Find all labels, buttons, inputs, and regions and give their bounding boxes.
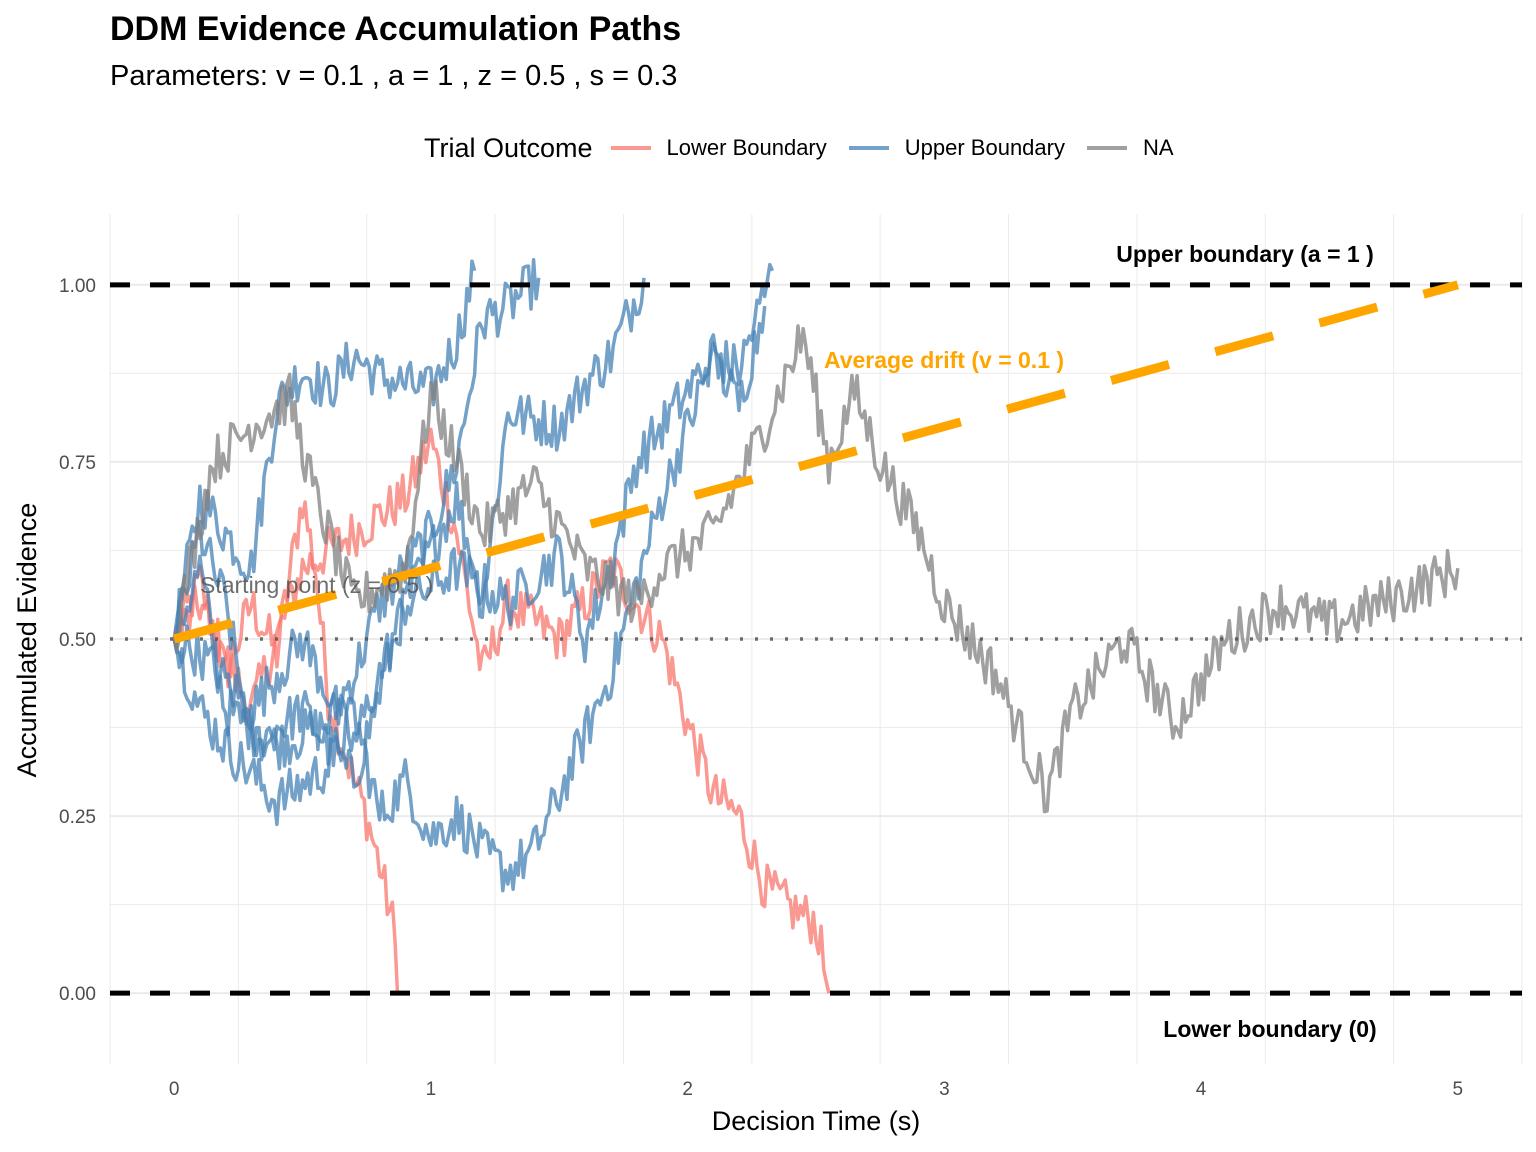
legend-key-lower-boundary — [610, 146, 651, 150]
x-tick-label: 3 — [939, 1079, 950, 1100]
series-line-na — [172, 324, 1460, 814]
x-axis-title: Decision Time (s) — [712, 1106, 921, 1136]
annotation-upper-boundary: Upper boundary (a = 1 ) — [1116, 241, 1374, 267]
series-line-upper-boundary — [172, 277, 646, 789]
series-line-upper-boundary — [172, 262, 775, 893]
x-tick-label: 4 — [1196, 1079, 1207, 1100]
x-tick-label: 5 — [1453, 1079, 1464, 1100]
x-tick-label: 0 — [169, 1079, 180, 1100]
legend-key-upper-boundary — [848, 146, 889, 150]
y-tick-label: 0.75 — [59, 453, 96, 474]
series-layer — [172, 257, 1460, 996]
legend-label-lower-boundary: Lower Boundary — [666, 135, 827, 160]
legend-key-na — [1086, 146, 1127, 150]
chart-subtitle: Parameters: v = 0.1 , a = 1 , z = 0.5 , … — [110, 60, 678, 92]
reference-lines — [110, 280, 1522, 996]
series-line-upper-boundary — [172, 305, 767, 753]
legend: Trial Outcome Lower Boundary Upper Bound… — [424, 130, 1196, 166]
series-line-upper-boundary — [172, 257, 541, 771]
y-tick-label: 1.00 — [59, 276, 96, 297]
series-line-lower-boundary — [172, 427, 831, 994]
series-line-upper-boundary — [172, 259, 477, 649]
annotation-average-drift: Average drift (v = 0.1 ) — [824, 347, 1064, 373]
y-tick-label: 0.50 — [59, 630, 96, 651]
chart-title: DDM Evidence Accumulation Paths — [110, 10, 682, 48]
x-tick-label: 2 — [682, 1079, 693, 1100]
y-tick-label: 0.25 — [59, 807, 96, 828]
y-tick-label: 0.00 — [59, 984, 96, 1005]
legend-label-upper-boundary: Upper Boundary — [904, 135, 1065, 160]
axis-ticks: 0 1 2 3 4 5 0.00 0.25 0.50 0.75 1.00 — [59, 276, 1463, 1100]
average-drift-line — [172, 280, 1460, 644]
x-tick-label: 1 — [426, 1079, 437, 1100]
y-axis-title: Accumulated Evidence — [12, 503, 42, 778]
legend-label-na: NA — [1142, 135, 1174, 160]
annotation-starting-point: Starting point (z = 0.5 ) — [200, 572, 433, 598]
annotation-lower-boundary: Lower boundary (0) — [1163, 1016, 1376, 1042]
legend-title: Trial Outcome — [424, 132, 593, 163]
